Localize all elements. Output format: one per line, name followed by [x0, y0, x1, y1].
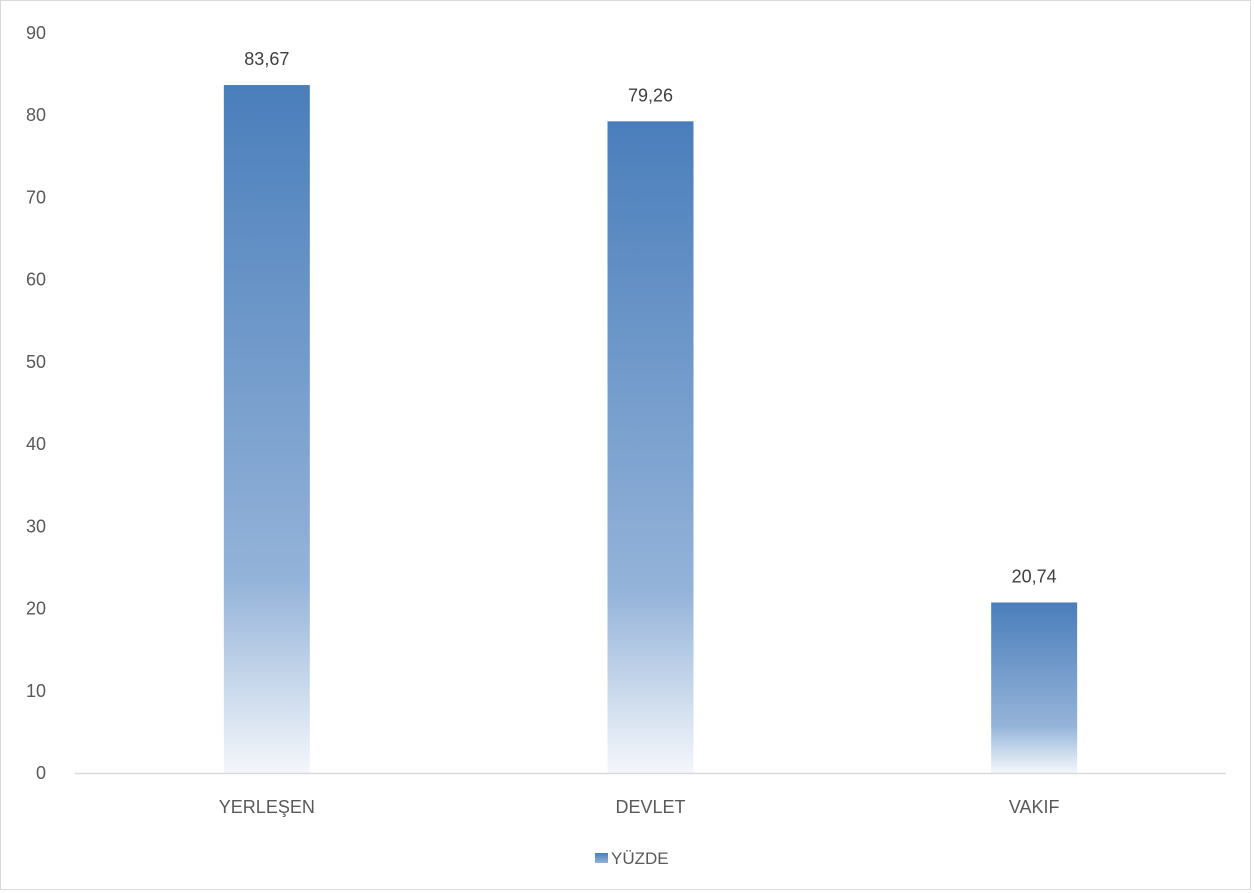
bar-series [223, 85, 1078, 774]
y-axis: 0 10 20 30 40 50 60 70 80 90 [26, 23, 46, 783]
bar-1 [607, 121, 694, 774]
legend: YÜZDE [595, 849, 669, 868]
y-tick-label: 10 [26, 681, 46, 701]
data-label-0: 83,67 [244, 49, 289, 69]
x-tick-label-1: DEVLET [615, 797, 685, 817]
y-tick-label: 60 [26, 270, 46, 290]
y-tick-label: 70 [26, 187, 46, 207]
x-axis: YERLEŞEN DEVLET VAKIF [75, 772, 1226, 817]
y-tick-label: 40 [26, 434, 46, 454]
data-label-2: 20,74 [1012, 566, 1057, 586]
legend-label: YÜZDE [611, 849, 669, 868]
y-tick-label: 90 [26, 23, 46, 43]
bar-2 [991, 602, 1078, 773]
y-tick-label: 0 [36, 763, 46, 783]
bar-0 [223, 85, 310, 773]
data-labels: 83,67 79,26 20,74 [244, 49, 1056, 586]
y-tick-label: 50 [26, 352, 46, 372]
x-tick-label-2: VAKIF [1009, 797, 1060, 817]
y-tick-label: 80 [26, 105, 46, 125]
x-tick-label-0: YERLEŞEN [219, 797, 315, 817]
y-tick-label: 30 [26, 516, 46, 536]
legend-swatch [595, 853, 608, 863]
y-tick-label: 20 [26, 599, 46, 619]
data-label-1: 79,26 [628, 85, 673, 105]
